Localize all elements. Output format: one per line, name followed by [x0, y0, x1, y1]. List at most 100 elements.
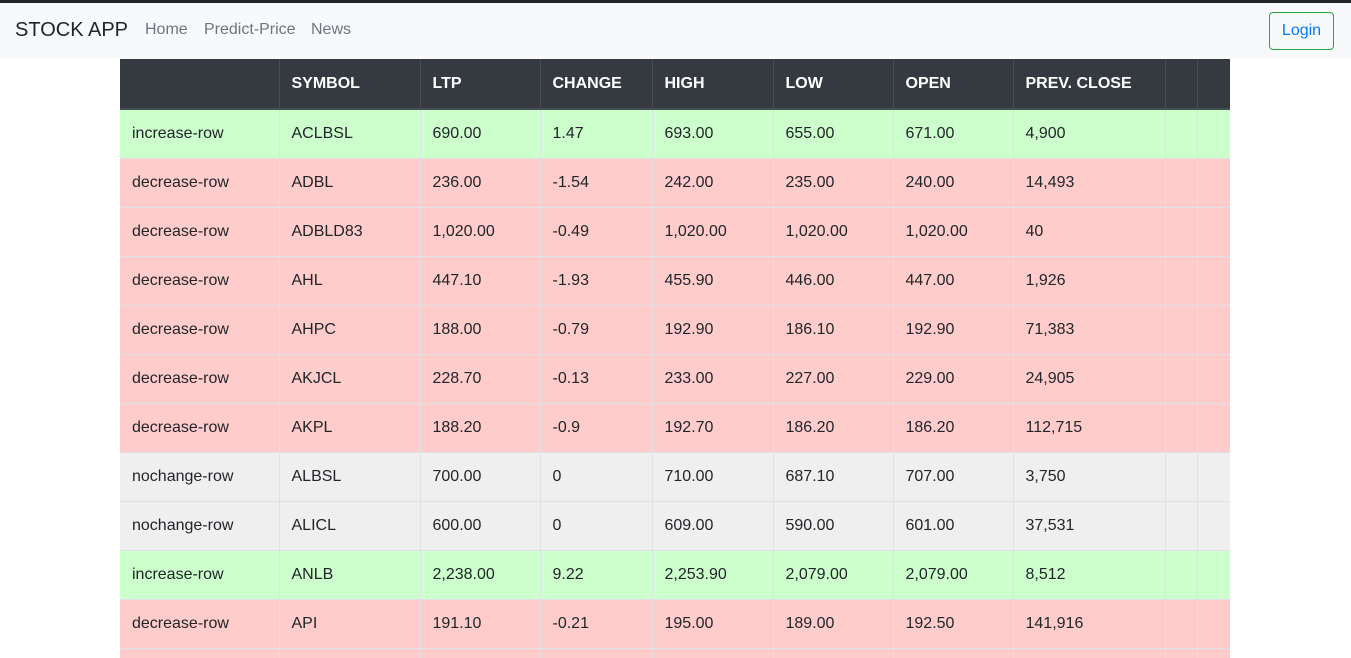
- cell-status: increase-row: [120, 108, 280, 158]
- column-header-low: LOW: [773, 59, 894, 110]
- cell-open: 601.00: [893, 500, 1014, 550]
- cell-low: 687.10: [773, 451, 894, 501]
- cell-symbol: AKJCL: [279, 353, 421, 403]
- cell-change: -1.93: [540, 255, 653, 305]
- cell-symbol: AHL: [279, 255, 421, 305]
- cell-extra-2: [1197, 108, 1230, 158]
- column-header-open: OPEN: [893, 59, 1014, 110]
- table-row: increase-row ANLB 2,238.00 9.22 2,253.90 2,07…: [120, 549, 1230, 599]
- brand-logo[interactable]: STOCK APP: [15, 19, 129, 41]
- cell-prev-close: 71,383: [1013, 304, 1166, 354]
- cell-ltp: 447.10: [420, 255, 541, 305]
- cell-open: 707.00: [893, 451, 1014, 501]
- cell-change: -0.9: [540, 402, 653, 452]
- cell-symbol: AKPL: [279, 402, 421, 452]
- top-border: [0, 0, 1351, 3]
- cell-low: 186.10: [773, 304, 894, 354]
- cell-extra-2: [1197, 451, 1230, 501]
- cell-symbol: AHPC: [279, 304, 421, 354]
- column-header-ltp: LTP: [420, 59, 541, 110]
- cell-open: 240.00: [893, 157, 1014, 207]
- cell-low: 590.00: [773, 500, 894, 550]
- cell-prev-close: 8,512: [1013, 549, 1166, 599]
- cell-symbol: API: [279, 598, 421, 648]
- cell-status: nochange-row: [120, 451, 280, 501]
- cell-symbol: ADBL: [279, 157, 421, 207]
- cell-extra-2: [1197, 157, 1230, 207]
- cell-symbol: ACLBSL: [279, 108, 421, 158]
- cell-symbol: ANLB: [279, 549, 421, 599]
- cell-open: 447.00: [893, 255, 1014, 305]
- cell-low: 227.00: [773, 353, 894, 403]
- column-header-status: [120, 59, 280, 110]
- cell-extra-1: [1165, 647, 1198, 658]
- column-header-prev-close: PREV. CLOSE: [1013, 59, 1166, 110]
- cell-prev-close: 112,715: [1013, 402, 1166, 452]
- cell-ltp: 191.10: [420, 598, 541, 648]
- cell-symbol: [279, 647, 421, 658]
- column-header-change: CHANGE: [540, 59, 653, 110]
- cell-prev-close: [1013, 647, 1166, 658]
- cell-status: increase-row: [120, 549, 280, 599]
- cell-change: 0: [540, 500, 653, 550]
- cell-extra-1: [1165, 598, 1198, 648]
- cell-status: decrease-row: [120, 598, 280, 648]
- login-button[interactable]: Login: [1269, 12, 1334, 50]
- cell-open: 1,020.00: [893, 206, 1014, 256]
- cell-change: [540, 647, 653, 658]
- cell-extra-2: [1197, 647, 1230, 658]
- cell-extra-1: [1165, 206, 1198, 256]
- cell-status: decrease-row: [120, 647, 280, 658]
- cell-extra-1: [1165, 549, 1198, 599]
- cell-prev-close: 141,916: [1013, 598, 1166, 648]
- table-row: nochange-row ALBSL 700.00 0 710.00 687.10 707.…: [120, 451, 1230, 501]
- cell-open: 186.20: [893, 402, 1014, 452]
- column-header-high: HIGH: [652, 59, 774, 110]
- cell-prev-close: 14,493: [1013, 157, 1166, 207]
- cell-extra-1: [1165, 451, 1198, 501]
- cell-change: -0.21: [540, 598, 653, 648]
- table-row: decrease-row ADBL 236.00 -1.54 242.00 235.00 2…: [120, 157, 1230, 207]
- cell-high: 609.00: [652, 500, 774, 550]
- cell-extra-2: [1197, 598, 1230, 648]
- cell-status: nochange-row: [120, 500, 280, 550]
- cell-ltp: 188.00: [420, 304, 541, 354]
- table-row: nochange-row ALICL 600.00 0 609.00 590.00 601.…: [120, 500, 1230, 550]
- cell-high: 455.90: [652, 255, 774, 305]
- cell-low: 446.00: [773, 255, 894, 305]
- cell-open: 192.50: [893, 598, 1014, 648]
- cell-status: decrease-row: [120, 304, 280, 354]
- cell-high: 233.00: [652, 353, 774, 403]
- stock-table-container[interactable]: SYMBOL LTP CHANGE HIGH LOW OPEN PREV. CLOSE in…: [120, 59, 1230, 658]
- table-row: decrease-row AHPC 188.00 -0.79 192.90 186.10 1…: [120, 304, 1230, 354]
- cell-extra-2: [1197, 353, 1230, 403]
- cell-extra-1: [1165, 353, 1198, 403]
- cell-status: decrease-row: [120, 255, 280, 305]
- cell-status: decrease-row: [120, 157, 280, 207]
- cell-extra-1: [1165, 304, 1198, 354]
- cell-open: 192.90: [893, 304, 1014, 354]
- cell-low: [773, 647, 894, 658]
- cell-low: 2,079.00: [773, 549, 894, 599]
- cell-change: -0.13: [540, 353, 653, 403]
- cell-low: 1,020.00: [773, 206, 894, 256]
- nav-link-predict-price[interactable]: Predict-Price: [204, 21, 296, 38]
- cell-high: 242.00: [652, 157, 774, 207]
- cell-ltp: 236.00: [420, 157, 541, 207]
- cell-extra-1: [1165, 402, 1198, 452]
- cell-open: 229.00: [893, 353, 1014, 403]
- cell-extra-1: [1165, 255, 1198, 305]
- cell-prev-close: 37,531: [1013, 500, 1166, 550]
- cell-change: -1.54: [540, 157, 653, 207]
- table-row: decrease-row: [120, 647, 1230, 658]
- cell-symbol: ALICL: [279, 500, 421, 550]
- cell-ltp: [420, 647, 541, 658]
- nav-link-news[interactable]: News: [311, 21, 352, 38]
- cell-extra-2: [1197, 500, 1230, 550]
- cell-status: decrease-row: [120, 206, 280, 256]
- cell-prev-close: 24,905: [1013, 353, 1166, 403]
- cell-high: 693.00: [652, 108, 774, 158]
- nav-link-home[interactable]: Home: [145, 21, 188, 38]
- cell-symbol: ADBLD83: [279, 206, 421, 256]
- cell-low: 189.00: [773, 598, 894, 648]
